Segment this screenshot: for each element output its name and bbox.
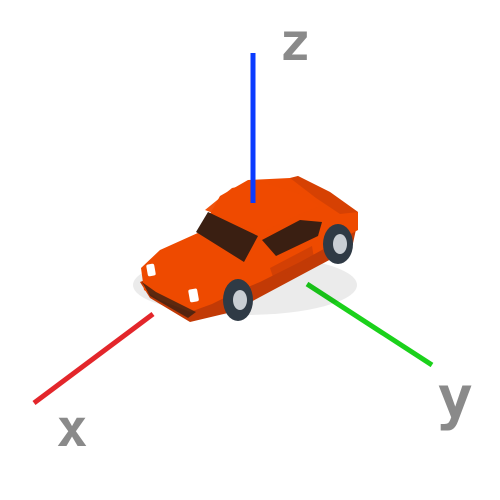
x-axis-label: x [56,399,87,459]
car-windshield [196,212,258,262]
y-axis-label: y [437,363,473,433]
car-roof [205,182,320,232]
car-rear-wheel [323,224,353,264]
z-axis-label: z [279,13,310,73]
car-front-wheel [223,279,253,321]
car-headlight-left [146,263,156,277]
car-icon [133,176,358,322]
car-front-bumper [142,282,196,318]
car-rear-deck [290,176,358,214]
car-door-line [270,246,314,280]
y-axis-line [305,281,434,368]
x-axis-line [32,311,155,406]
car-headlight-right [188,288,199,303]
car-side-window [262,220,322,256]
